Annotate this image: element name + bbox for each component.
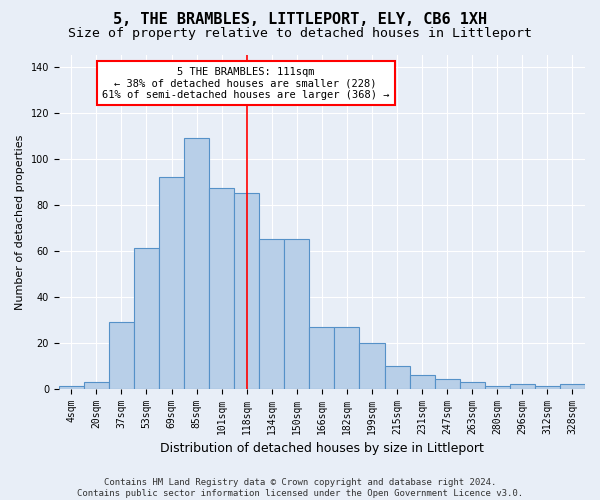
Text: 5, THE BRAMBLES, LITTLEPORT, ELY, CB6 1XH: 5, THE BRAMBLES, LITTLEPORT, ELY, CB6 1X…: [113, 12, 487, 28]
Bar: [410, 375, 434, 388]
Bar: [259, 239, 284, 388]
Bar: [510, 384, 535, 388]
Bar: [434, 380, 460, 388]
Text: Contains HM Land Registry data © Crown copyright and database right 2024.
Contai: Contains HM Land Registry data © Crown c…: [77, 478, 523, 498]
Bar: [59, 386, 84, 388]
Y-axis label: Number of detached properties: Number of detached properties: [15, 134, 25, 310]
Bar: [535, 386, 560, 388]
Bar: [234, 193, 259, 388]
Bar: [184, 138, 209, 388]
Text: Size of property relative to detached houses in Littleport: Size of property relative to detached ho…: [68, 28, 532, 40]
Bar: [159, 177, 184, 388]
Bar: [284, 239, 310, 388]
Bar: [560, 384, 585, 388]
Bar: [359, 342, 385, 388]
Bar: [485, 386, 510, 388]
Bar: [334, 326, 359, 388]
X-axis label: Distribution of detached houses by size in Littleport: Distribution of detached houses by size …: [160, 442, 484, 455]
Bar: [84, 382, 109, 388]
Text: 5 THE BRAMBLES: 111sqm
← 38% of detached houses are smaller (228)
61% of semi-de: 5 THE BRAMBLES: 111sqm ← 38% of detached…: [102, 66, 389, 100]
Bar: [460, 382, 485, 388]
Bar: [385, 366, 410, 388]
Bar: [109, 322, 134, 388]
Bar: [310, 326, 334, 388]
Bar: [134, 248, 159, 388]
Bar: [209, 188, 234, 388]
